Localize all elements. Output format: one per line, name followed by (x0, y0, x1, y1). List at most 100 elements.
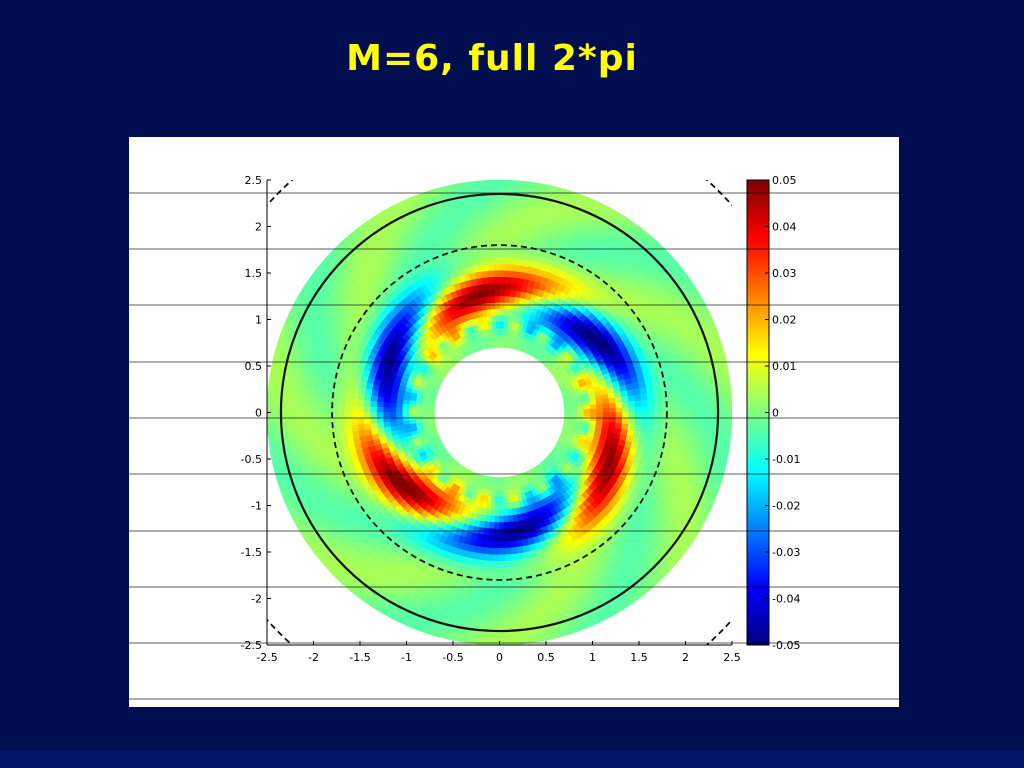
field-cell (634, 405, 643, 413)
field-cell (577, 412, 585, 417)
field-cell (267, 431, 276, 444)
field-cell (499, 269, 507, 278)
field-cell (318, 396, 326, 406)
field-cell (483, 579, 493, 588)
field-cell (478, 180, 490, 188)
field-cell (337, 398, 346, 407)
field-cell (479, 630, 491, 639)
x-tick-label: -1.5 (349, 651, 370, 664)
field-cell (267, 412, 274, 423)
field-cell (481, 540, 489, 549)
field-cell (350, 424, 359, 433)
field-cell (364, 388, 373, 396)
field-cell (480, 546, 488, 555)
field-cell (324, 404, 332, 413)
field-cell (634, 418, 643, 426)
field-cell (311, 412, 319, 421)
field-cell (516, 277, 524, 286)
axes: -2.5 -2 -1.5 -1 -0.5 0 0.5 1 1.5 2 2.5 2.5 2 1.5 1 0.5 0… (241, 174, 741, 664)
field-cell (628, 406, 636, 413)
field-cell (499, 515, 505, 523)
field-cell (305, 403, 313, 413)
field-cell (653, 425, 661, 434)
field-cell (493, 282, 500, 290)
colorbar-tick-label: 0.02 (772, 314, 797, 327)
field-cell (492, 547, 500, 556)
field-cell (369, 406, 377, 413)
x-tick-label: -1 (401, 651, 412, 664)
field-cell (356, 399, 365, 407)
field-cell (615, 412, 623, 419)
field-cell (577, 408, 585, 413)
field-cell (723, 431, 732, 444)
field-cell (475, 231, 485, 240)
reference-circle-2 (331, 244, 668, 581)
field-cell (292, 412, 300, 422)
field-cell (306, 428, 315, 439)
field-cell (318, 419, 326, 429)
field-cell (499, 547, 507, 556)
field-cell (499, 180, 510, 187)
field-cell (312, 387, 321, 398)
field-cell (376, 396, 385, 403)
y-tick-label: -0.5 (241, 453, 262, 466)
field-cell (705, 412, 713, 423)
field-cell (609, 412, 617, 418)
field-cell (485, 560, 494, 568)
field-cell (725, 412, 732, 423)
y-tick-label: -1 (251, 500, 262, 513)
field-cell (627, 423, 636, 431)
field-cell (673, 396, 681, 406)
field-cell (363, 400, 371, 408)
field-cell (478, 257, 487, 266)
field-cell (499, 340, 503, 348)
field-cell (705, 421, 713, 432)
field-cell (481, 205, 492, 214)
field-cell (508, 618, 519, 626)
field-cell (499, 560, 507, 569)
field-cell (666, 396, 675, 406)
field-cell (499, 541, 506, 549)
field-cell (515, 597, 526, 606)
field-cell (564, 412, 572, 416)
field-cell (350, 405, 358, 413)
field-cell (499, 638, 510, 645)
field-cell (505, 547, 513, 556)
field-cell (492, 256, 500, 265)
field-cell (490, 205, 500, 213)
field-cell (692, 420, 700, 431)
field-cell (337, 412, 345, 420)
field-cell (499, 612, 509, 620)
field-cell (474, 591, 485, 600)
field-cell (646, 391, 655, 400)
field-cell (495, 496, 500, 504)
field-cell (356, 418, 365, 426)
field-cell (705, 393, 713, 404)
field-cell (724, 422, 732, 434)
field-cell (494, 308, 500, 316)
field-cell (589, 412, 598, 418)
colorbar-tick-label: -0.03 (772, 546, 800, 559)
field-cell (502, 321, 508, 329)
field-cell (621, 422, 629, 430)
field-cell (363, 417, 371, 425)
field-cell (505, 269, 513, 278)
field-cell (492, 269, 500, 278)
field-cell (507, 212, 518, 220)
field-cell (490, 502, 496, 511)
x-tick-label: 0 (496, 651, 503, 664)
field-cell (615, 401, 623, 408)
field-cell (502, 334, 507, 342)
field-cell (492, 567, 500, 575)
field-cell (491, 224, 500, 232)
field-cell (508, 296, 516, 304)
field-cell (376, 417, 384, 424)
field-cell (408, 404, 416, 410)
field-layer (267, 180, 732, 645)
field-cell (672, 427, 681, 437)
field-cell (395, 403, 403, 409)
field-cell (508, 302, 515, 310)
field-cell (480, 199, 491, 207)
field-cell (489, 638, 500, 645)
field-cell (499, 593, 508, 601)
